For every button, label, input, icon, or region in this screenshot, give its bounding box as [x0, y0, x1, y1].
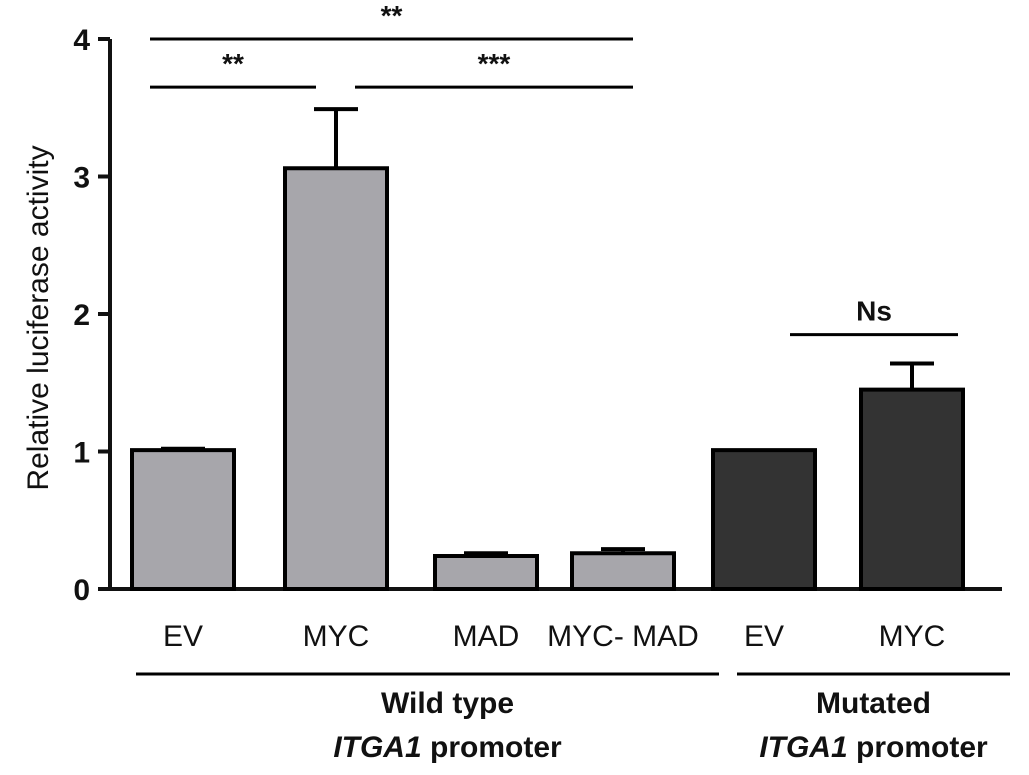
bar	[433, 554, 539, 591]
category-label: MYC	[879, 620, 946, 653]
significance-label: **	[381, 0, 403, 31]
bar	[283, 166, 389, 591]
promoter-word: promoter	[848, 731, 988, 764]
group-label-line1: Mutated	[816, 687, 931, 720]
category-label: MYC- MAD	[547, 620, 699, 653]
significance-brackets: **** ***Ns	[150, 0, 958, 337]
gene-name: ITGA1	[333, 731, 421, 764]
bar	[859, 387, 965, 591]
group-label-line1: Wild type	[381, 687, 514, 720]
significance-label: Ns	[856, 296, 892, 327]
y-tick-label: 3	[73, 162, 90, 195]
category-label: MYC	[303, 620, 370, 653]
bar	[130, 448, 236, 591]
group-labels: Wild type ITGA1 promoter Mutated ITGA1 prom…	[136, 672, 1010, 764]
y-tick-label: 0	[73, 574, 90, 607]
significance-label: **	[222, 48, 244, 79]
category-label: EV	[744, 620, 784, 653]
y-tick-label: 2	[73, 299, 90, 332]
bars	[130, 107, 965, 591]
significance-label: ***	[478, 48, 511, 79]
category-labels: EV MYC MAD MYC- MAD EV MYC	[163, 620, 945, 653]
y-tick-label: 1	[73, 437, 90, 470]
bar	[711, 448, 817, 591]
category-label: MAD	[453, 620, 520, 653]
promoter-word: promoter	[422, 731, 562, 764]
category-label: EV	[163, 620, 203, 653]
axes: 0 1 2 3 4	[73, 24, 1002, 607]
bar	[570, 551, 676, 591]
group-label-line2: ITGA1 promoter	[333, 731, 562, 764]
y-tick-label: 4	[73, 24, 90, 57]
group-label-line2: ITGA1 promoter	[759, 731, 988, 764]
gene-name: ITGA1	[759, 731, 847, 764]
y-axis-label: Relative luciferase activity	[22, 145, 55, 490]
